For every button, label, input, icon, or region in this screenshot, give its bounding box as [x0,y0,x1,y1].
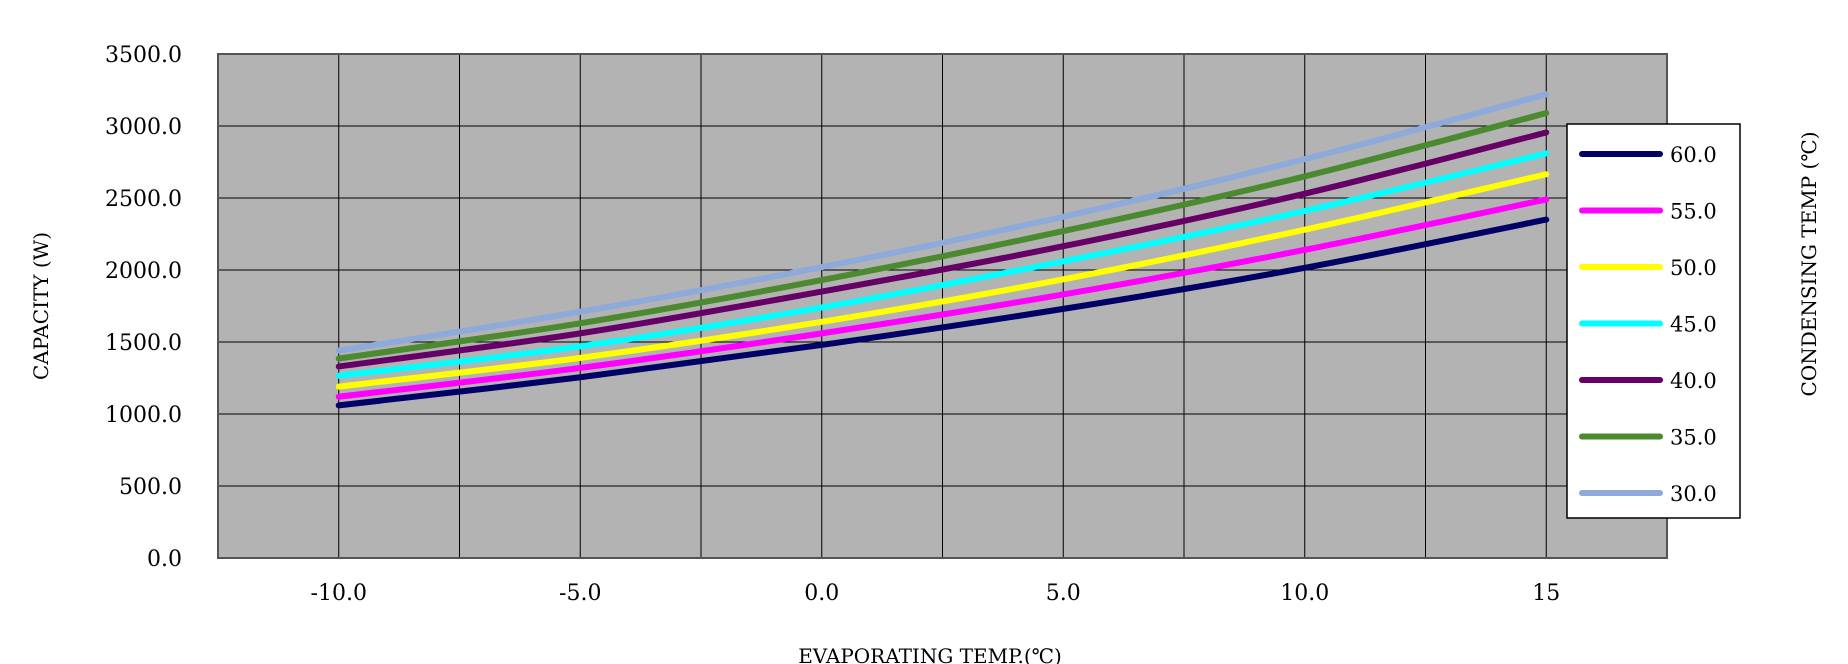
series-line-60.0 [335,216,1550,409]
legend-title: CONDENSING TEMP (℃) [1797,132,1821,397]
y-tick-label: 3500.0 [105,43,182,68]
legend-label: 50.0 [1670,256,1717,280]
x-tick-label: 10.0 [1280,581,1329,606]
legend-label: 60.0 [1670,143,1717,167]
legend-label: 30.0 [1670,482,1717,506]
series-line-30.0 [335,91,1550,354]
x-tick-label: 15 [1532,581,1560,606]
series-line-55.0 [335,196,1550,400]
legend-label: 40.0 [1670,369,1717,393]
y-tick-label: 2500.0 [105,187,182,212]
x-tick-label: 0.0 [804,581,839,606]
series-line-45.0 [335,150,1550,379]
legend-label: 45.0 [1670,313,1717,337]
x-axis-title: EVAPORATING TEMP.(℃) [798,644,1062,664]
y-tick-label: 1000.0 [105,403,182,428]
x-tick-label: -5.0 [559,581,601,606]
legend: 60.0 55.0 50.0 45.0 40.0 35.0 30.0 [1579,143,1717,506]
series-line-40.0 [335,129,1550,370]
x-tick-label: -10.0 [311,581,367,606]
series-line-50.0 [335,171,1550,390]
y-axis-title: CAPACITY (W) [29,232,53,380]
legend-label: 55.0 [1670,200,1717,224]
y-ticks: 0.0 500.0 1000.0 1500.0 2000.0 2500.0 3000.0 35… [105,43,182,572]
y-tick-label: 3000.0 [105,115,182,140]
x-tick-label: 5.0 [1046,581,1081,606]
legend-label: 35.0 [1670,426,1717,450]
series-line-35.0 [335,110,1550,362]
y-tick-label: 1500.0 [105,331,182,356]
series-lines [335,91,1550,409]
y-tick-label: 0.0 [147,547,182,572]
y-tick-label: 500.0 [119,475,182,500]
x-ticks: -10.0 -5.0 0.0 5.0 10.0 15 [311,581,1561,606]
y-tick-label: 2000.0 [105,259,182,284]
